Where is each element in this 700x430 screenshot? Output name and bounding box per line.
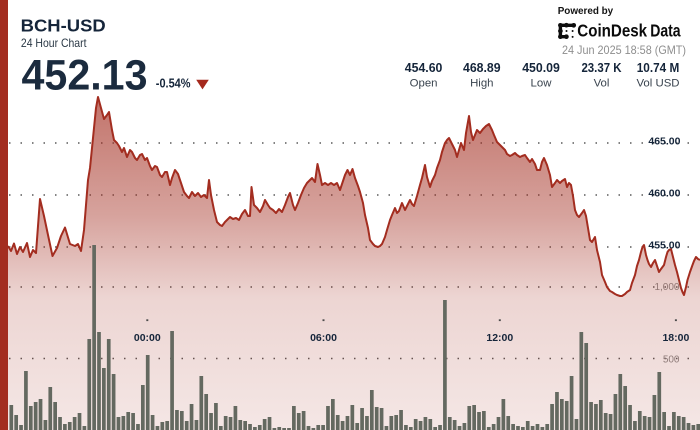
svg-text:Powered by: Powered by [558,6,614,17]
svg-text:18:00: 18:00 [662,332,689,344]
svg-text:23.37 K: 23.37 K [581,60,622,75]
svg-text:06:00: 06:00 [310,332,337,344]
svg-text:454.60: 454.60 [405,60,443,75]
svg-text:452.13: 452.13 [22,52,148,99]
svg-text:465.00: 465.00 [648,136,680,148]
svg-text:Data: Data [650,21,681,41]
svg-text:Vol USD: Vol USD [636,77,679,89]
svg-text:Open: Open [410,77,438,89]
svg-text:468.89: 468.89 [463,60,501,75]
svg-text:10.74 M: 10.74 M [637,60,680,75]
svg-text:00:00: 00:00 [134,332,161,344]
svg-text:Vol: Vol [594,77,610,89]
svg-text:455.00: 455.00 [648,240,680,252]
svg-text:450.09: 450.09 [522,60,560,75]
svg-text:24 Hour Chart: 24 Hour Chart [21,37,87,50]
svg-text:12:00: 12:00 [486,332,513,344]
svg-text:Low: Low [531,77,553,89]
svg-text:BCH-USD: BCH-USD [21,16,106,36]
svg-text:High: High [470,77,493,89]
svg-text:-0.54%: -0.54% [156,77,191,91]
svg-text:24 Jun 2025 18:58 (GMT): 24 Jun 2025 18:58 (GMT) [562,43,686,57]
svg-text:CoinDesk: CoinDesk [577,21,647,41]
svg-text:460.00: 460.00 [648,188,680,200]
